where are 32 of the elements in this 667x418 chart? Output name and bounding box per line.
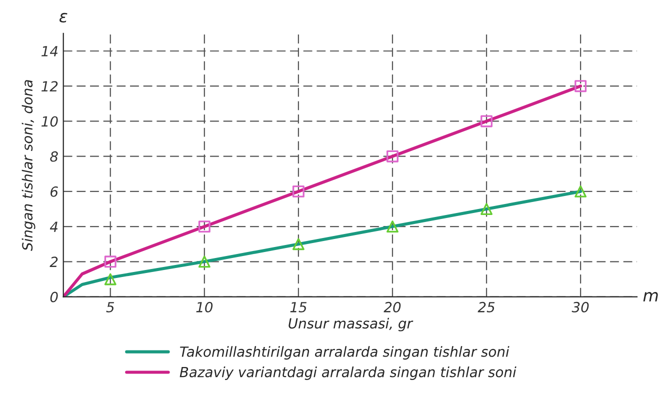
y-tick-label: 10 xyxy=(42,116,58,127)
point xyxy=(292,185,304,198)
legend-label: Bazaviy variantdagi arralarda singan tishlar soni xyxy=(180,366,516,380)
point xyxy=(386,220,398,233)
point xyxy=(198,256,210,268)
point xyxy=(292,238,304,250)
y-tick-label: 2 xyxy=(50,256,58,267)
point xyxy=(386,150,398,162)
x-tick-label: 20 xyxy=(384,302,401,312)
x-axis-title: Unsur massasi, gr xyxy=(288,318,414,332)
point xyxy=(104,256,116,268)
x-tick-label: 25 xyxy=(478,302,495,312)
point xyxy=(480,203,493,215)
y-tick-label: 0 xyxy=(50,292,58,302)
x-tick-label: 10 xyxy=(196,302,213,312)
y-tick-label: 4 xyxy=(50,222,58,232)
text: ε xyxy=(60,12,68,22)
point xyxy=(480,115,493,128)
point xyxy=(198,220,210,233)
point xyxy=(574,185,587,198)
legend-label: Takomillashtirilgan arralarda singan tishlar soni xyxy=(180,346,510,360)
text: m xyxy=(643,292,658,302)
y-tick-label: 12 xyxy=(42,81,58,92)
point xyxy=(574,80,587,92)
y-axis-title: Singan tishlar soni, dona xyxy=(22,80,36,251)
x-tick-label: 15 xyxy=(290,302,307,312)
y-tick-label: 8 xyxy=(50,151,58,162)
x-tick-label: 30 xyxy=(572,302,589,312)
y-tick-label: 14 xyxy=(42,46,58,56)
x-tick-label: 5 xyxy=(106,302,114,312)
y-tick-label: 6 xyxy=(50,186,58,197)
point xyxy=(104,273,116,286)
